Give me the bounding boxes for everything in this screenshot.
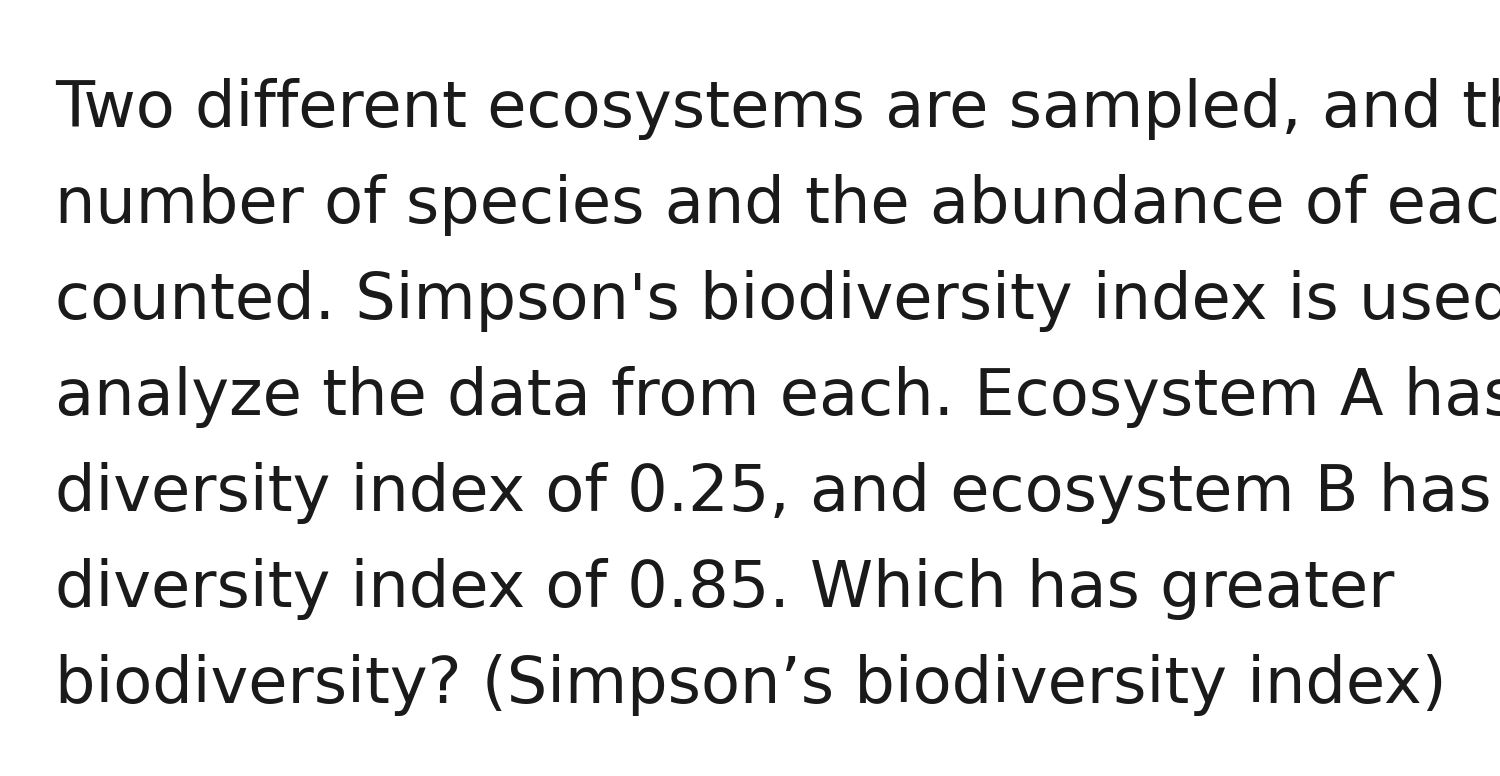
Text: biodiversity? (Simpson’s biodiversity index): biodiversity? (Simpson’s biodiversity in…	[56, 654, 1446, 716]
Text: diversity index of 0.25, and ecosystem B has a: diversity index of 0.25, and ecosystem B…	[56, 462, 1500, 524]
Text: Two different ecosystems are sampled, and the: Two different ecosystems are sampled, an…	[56, 78, 1500, 140]
Text: number of species and the abundance of each are: number of species and the abundance of e…	[56, 174, 1500, 236]
Text: diversity index of 0.85. Which has greater: diversity index of 0.85. Which has great…	[56, 558, 1395, 620]
Text: analyze the data from each. Ecosystem A has a: analyze the data from each. Ecosystem A …	[56, 366, 1500, 428]
Text: counted. Simpson's biodiversity index is used to: counted. Simpson's biodiversity index is…	[56, 270, 1500, 332]
